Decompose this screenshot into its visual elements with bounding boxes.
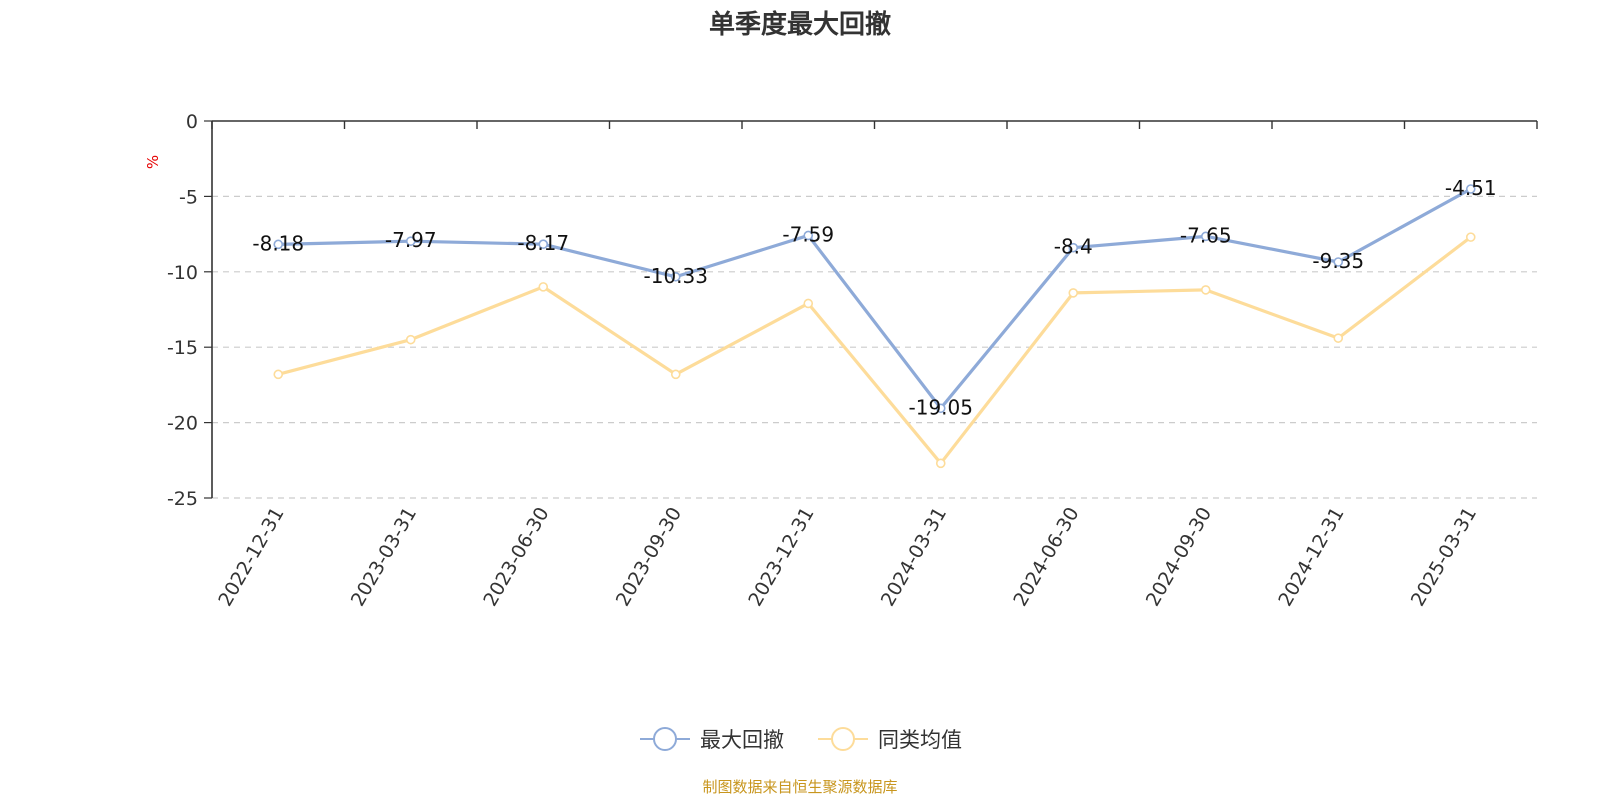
x-tick-label: 2022-12-31 [214, 504, 288, 611]
data-point [1465, 232, 1476, 242]
x-tick-label: 2023-12-31 [744, 504, 818, 611]
data-point [935, 458, 946, 469]
x-tick-label: 2024-03-31 [877, 504, 951, 611]
x-tick-label: 2023-06-30 [479, 504, 553, 611]
data-label: -7.97 [385, 228, 437, 252]
legend[interactable]: 最大回撤 同类均值 [640, 727, 962, 752]
data-point [538, 282, 549, 292]
data-label: -10.33 [644, 264, 708, 288]
data-label: -7.65 [1180, 223, 1232, 247]
grid-lines [212, 195, 1537, 499]
y-tick-label: -15 [167, 337, 198, 359]
data-point [405, 236, 416, 246]
x-tick-label: 2024-09-30 [1142, 504, 1216, 611]
y-tick-label: -20 [167, 413, 198, 435]
data-point [273, 239, 284, 250]
y-tick-labels: 0 -5 -10 -15 -20 -25 [167, 111, 198, 510]
chart-title: 单季度最大回撤 [709, 9, 891, 40]
data-label: -8.17 [517, 231, 569, 255]
y-tick-label: -10 [167, 262, 198, 284]
x-tick-label: 2025-03-31 [1407, 504, 1481, 611]
source-note: 制图数据来自恒生聚源数据库 [702, 778, 897, 796]
series-line [277, 235, 1472, 465]
data-point [1068, 242, 1079, 253]
data-label: -19.05 [909, 395, 973, 419]
x-tick-label: 2023-09-30 [612, 504, 686, 611]
data-point [1068, 288, 1079, 298]
y-tick-label: 0 [186, 111, 198, 133]
series-line [278, 187, 1472, 410]
data-label: -9.35 [1312, 249, 1364, 273]
legend-label: 同类均值 [878, 728, 962, 752]
data-point [803, 230, 814, 241]
data-point [670, 271, 681, 282]
legend-marker-icon [831, 727, 855, 751]
data-point [1333, 333, 1344, 343]
data-point [273, 369, 284, 380]
x-tick-label: 2023-03-31 [347, 504, 421, 611]
data-labels: -8.18 -7.97 -8.17 -10.33 -7.59 -19.05 -8.4 -7.6… [252, 176, 1496, 419]
data-label: -8.18 [252, 231, 304, 255]
x-tick-label: 2024-12-31 [1274, 504, 1348, 611]
legend-marker-icon [653, 727, 677, 751]
data-point [1465, 184, 1476, 194]
data-point [1333, 257, 1344, 267]
y-tick-label: -5 [179, 186, 198, 208]
x-tick-label: 2024-06-30 [1009, 504, 1083, 611]
y-tick-label: -25 [167, 488, 198, 510]
data-point [803, 298, 814, 309]
data-point [538, 239, 549, 250]
data-point [1200, 285, 1211, 295]
series-lines [273, 184, 1476, 469]
data-label: -7.59 [782, 222, 834, 246]
x-tick-labels: 2022-12-31 2023-03-31 2023-06-30 2023-09-30… [214, 504, 1481, 611]
legend-label: 最大回撤 [700, 728, 784, 752]
data-point [670, 369, 681, 380]
axes [204, 120, 1538, 499]
data-label: -8.4 [1054, 235, 1093, 259]
y-axis-unit: % [144, 155, 162, 169]
data-point [935, 403, 946, 414]
data-label: -4.51 [1445, 176, 1497, 200]
data-point [1200, 231, 1211, 242]
data-point [405, 334, 416, 345]
